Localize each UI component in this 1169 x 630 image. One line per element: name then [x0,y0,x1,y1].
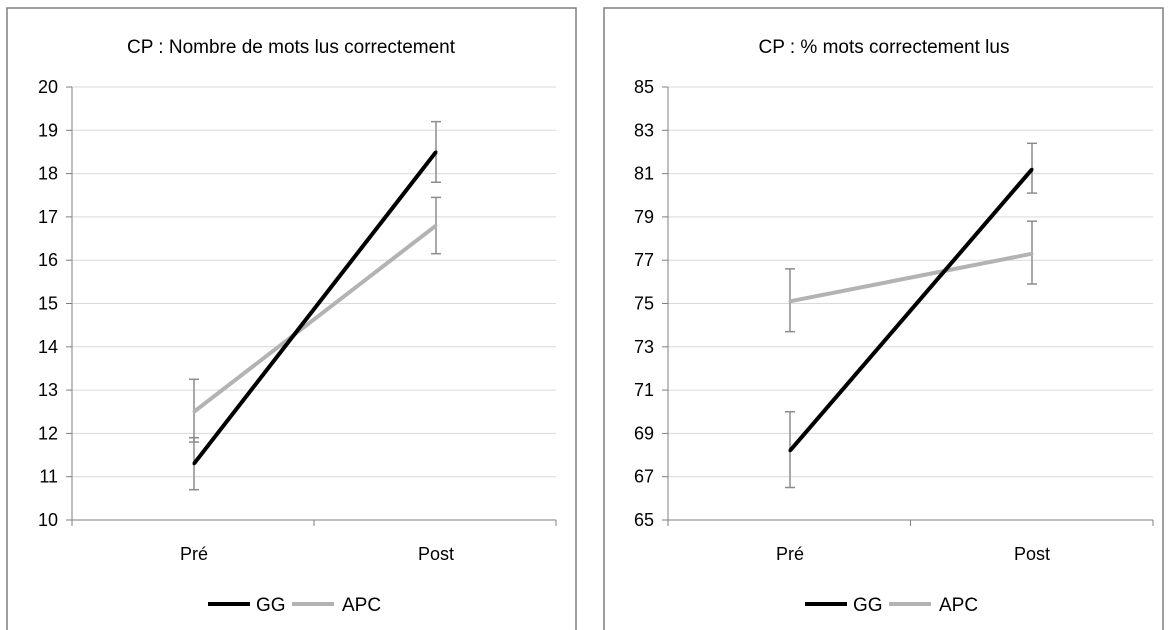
y-tick-label: 18 [38,164,58,184]
chart-panel-2: CP : % mots correctement lus 65 67 69 71 73 75… [603,7,1164,630]
y-tick-label: 12 [38,423,58,443]
data-point [192,410,196,414]
y-tick-label: 17 [38,207,58,227]
y-tick-label: 67 [634,467,654,487]
legend-label-apc: APC [939,595,978,616]
chart-frame [6,7,577,630]
series-line-gg [192,150,438,465]
data-point [788,449,792,453]
data-point [434,224,438,228]
y-tick-label: 71 [634,380,654,400]
legend-label-gg: GG [256,595,286,616]
series-gg [785,142,1037,489]
data-point [1030,167,1034,171]
data-point [1030,252,1034,256]
y-tick-label: 16 [38,250,58,270]
y-tick-label: 10 [38,510,58,530]
y-tick-label: 73 [634,337,654,357]
y-tick-label: 15 [38,294,58,314]
legend: GG APC [208,595,381,616]
chart-title: CP : Nombre de mots lus correctement [127,37,456,58]
y-tick-label: 13 [38,380,58,400]
y-tick-label: 65 [634,510,654,530]
chart-panel-1: CP : Nombre de mots lus correctement 10 11… [6,7,577,630]
data-point [788,299,792,303]
data-point [192,462,196,466]
y-tick-label: 83 [634,120,654,140]
series-apc [785,220,1037,333]
y-tick-label: 20 [38,77,58,97]
y-tick-label: 81 [634,164,654,184]
x-tick-label: Pré [776,544,804,564]
data-point [434,150,438,154]
chart-frame [603,7,1164,630]
x-tick-label: Pré [180,544,208,564]
y-tick-label: 75 [634,294,654,314]
y-tick-label: 11 [39,467,58,487]
y-tick-label: 19 [38,120,58,140]
y-tick-label: 14 [38,337,58,357]
y-tick-label: 77 [634,250,654,270]
series-line-apc [789,251,1033,304]
x-tick-label: Post [418,544,454,564]
series-gg [189,120,441,491]
chart-title: CP : % mots correctement lus [759,37,1010,58]
y-tick-label: 79 [634,207,654,227]
legend-label-apc: APC [342,595,381,616]
legend-label-gg: GG [853,595,883,616]
series-apc [189,196,441,443]
series-line-apc [192,223,438,414]
series-line-gg [788,167,1034,453]
y-tick-label: 85 [634,77,654,97]
legend: GG APC [805,595,978,616]
y-tick-label: 69 [634,423,654,443]
x-tick-label: Post [1014,544,1050,564]
